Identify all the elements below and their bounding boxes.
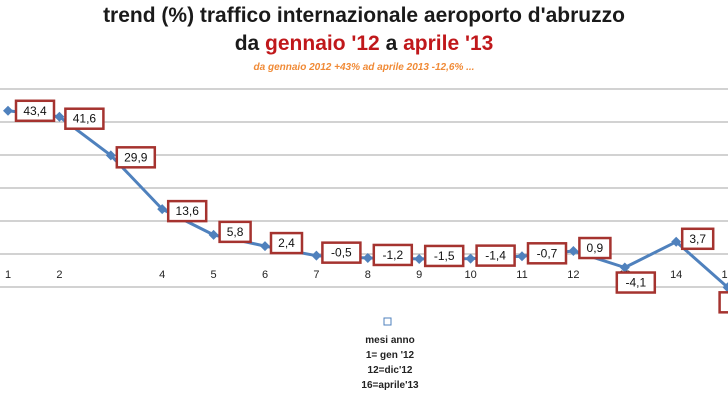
data-label: -1,5	[434, 249, 455, 263]
data-label: 3,7	[689, 232, 706, 246]
data-label-box	[14, 99, 56, 123]
title-prefix: da	[234, 32, 266, 55]
chart-subtitle: da gennaio 2012 +43% ad aprile 2013 -12,…	[253, 62, 475, 73]
data-label: 0,9	[587, 241, 604, 255]
data-point-marker	[105, 150, 116, 161]
data-label: -1,4	[485, 249, 506, 263]
data-label: -0,5	[331, 246, 352, 260]
data-label: -0,7	[537, 246, 558, 260]
x-axis-label-line-3: 12=dic'12	[367, 365, 413, 376]
data-point-marker	[311, 250, 322, 261]
data-label: 43,4	[23, 104, 47, 118]
chart-title-block: trend (%) traffico internazionale aeropo…	[0, 2, 728, 75]
x-tick-label: 14	[670, 269, 682, 281]
data-label-box	[115, 146, 157, 169]
data-label-box	[218, 220, 252, 244]
data-point-marker	[208, 229, 219, 240]
x-tick-label: 6	[262, 269, 268, 281]
chart-title-line2: da gennaio '12 a aprile '13	[0, 30, 728, 58]
series-line	[7, 109, 728, 289]
data-label-box	[680, 227, 715, 251]
data-point-marker	[568, 246, 579, 257]
data-point-marker	[54, 111, 65, 122]
x-tick-label: 15	[721, 269, 728, 281]
chart-title: trend (%) traffico internazionale aeropo…	[103, 4, 625, 27]
data-point-marker	[619, 262, 630, 273]
data-label-box	[423, 244, 465, 268]
x-axis-label-line-1: mesi anno	[365, 335, 415, 346]
x-tick-label: 10	[464, 269, 476, 281]
x-tick-label: 7	[313, 269, 319, 281]
title-highlight-end: aprile '13	[403, 32, 494, 55]
data-point-marker	[722, 282, 728, 293]
data-label: -1,2	[382, 248, 403, 262]
x-tick-label: 4	[159, 269, 165, 281]
data-label-box	[526, 242, 568, 265]
data-label: 13,6	[176, 204, 200, 218]
data-label: 2,4	[278, 236, 295, 250]
data-point-marker	[362, 252, 373, 263]
data-point-marker	[157, 204, 168, 215]
x-tick-label: 8	[365, 269, 371, 281]
data-label-box	[372, 243, 414, 267]
data-label: -4,1	[625, 276, 646, 290]
data-point-marker	[414, 253, 425, 264]
data-label-box	[166, 199, 208, 223]
title-highlight-start: gennaio '12	[265, 32, 380, 55]
data-label: 29,9	[124, 150, 148, 164]
data-label-box	[64, 107, 105, 130]
x-axis-label-line-2: 1= gen '12	[365, 350, 415, 361]
data-point-marker	[671, 236, 682, 247]
data-point-marker	[260, 241, 270, 252]
data-label-box	[475, 244, 516, 267]
data-point-marker	[465, 253, 476, 264]
title-mid: a	[379, 32, 404, 55]
x-axis-label-line-4: 16=aprile'13	[361, 380, 419, 391]
x-axis-label: mesi anno 1= gen '12 12=dic'12 16=aprile…	[290, 333, 490, 393]
x-tick-label: 1	[5, 269, 11, 281]
data-label-box	[615, 271, 657, 294]
x-tick-label: 11	[516, 269, 527, 281]
data-label-box	[718, 291, 728, 314]
x-tick-label: 9	[416, 269, 422, 281]
data-label-box	[321, 241, 362, 264]
axis-title-handle	[383, 317, 392, 326]
data-label: 41,6	[73, 112, 97, 126]
data-point-marker	[517, 251, 527, 262]
data-point-marker	[3, 105, 13, 116]
x-tick-label: 12	[567, 269, 579, 281]
data-label: 5,8	[227, 225, 244, 239]
data-label-box	[578, 236, 612, 260]
x-tick-label: 2	[56, 269, 62, 281]
x-tick-label: 5	[211, 269, 217, 281]
data-label-box	[269, 231, 304, 255]
